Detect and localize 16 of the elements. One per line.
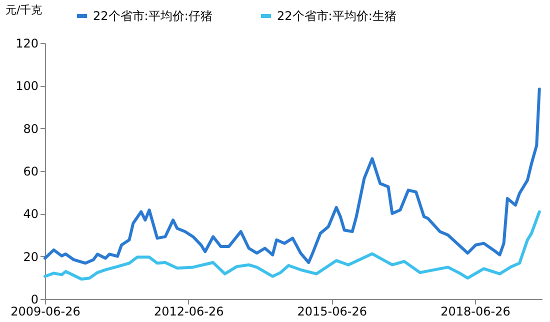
y-tick-label: 60 [23,164,38,178]
x-tick-label: 2018-06-26 [440,304,510,318]
x-tick-label: 2015-06-26 [297,304,368,318]
y-tick-label: 40 [23,207,38,222]
y-tick-label: 120 [16,36,38,50]
line-series [44,210,541,281]
x-tick-label: 2012-06-26 [154,304,224,318]
legend-label: 22个省市:平均价:生猪 [277,9,396,23]
y-tick-label: 100 [16,79,38,94]
legend-label: 22个省市:平均价:仔猪 [93,9,212,23]
line-series [44,88,541,265]
y-axis-title: 元/千克 [6,4,42,16]
y-tick-label: 20 [23,250,38,264]
y-tick-label: 0 [30,292,38,306]
y-tick-label: 80 [23,122,38,136]
x-tick-label: 2009-06-26 [10,304,80,318]
